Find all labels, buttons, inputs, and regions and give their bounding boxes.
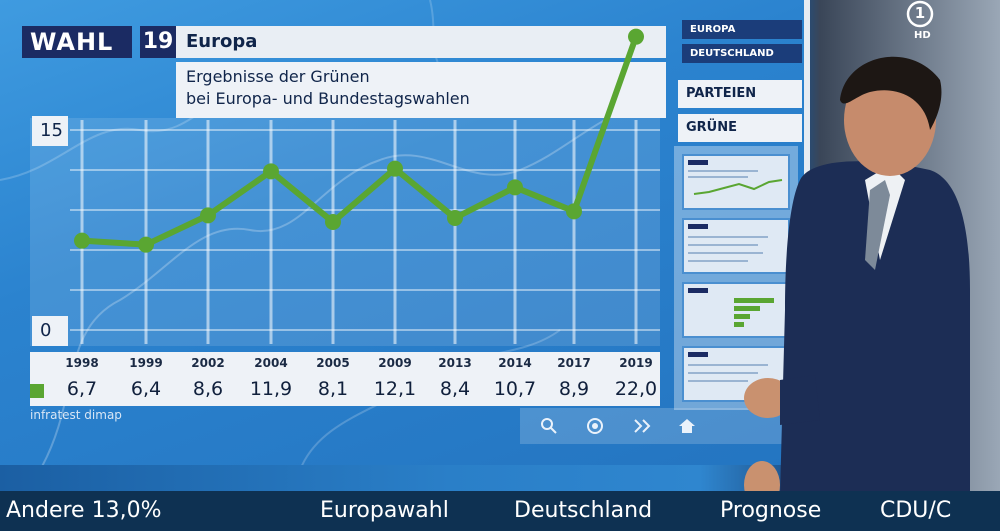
thumbnail-text-list[interactable] [682, 218, 790, 274]
data-label-2004: 11,9 [249, 378, 293, 400]
x-tick-label-1998: 1998 [65, 356, 99, 370]
x-tick-label-2019: 2019 [619, 356, 653, 370]
data-label-2017: 8,9 [558, 378, 590, 400]
ticker-item: Deutschland [514, 498, 653, 523]
forward-icon[interactable] [630, 414, 656, 438]
search-icon[interactable] [536, 414, 562, 438]
button-gruene[interactable]: GRÜNE [678, 114, 802, 142]
target-icon[interactable] [582, 414, 608, 438]
ticker-item: Andere 13,0% [6, 498, 162, 523]
data-label-2014: 10,7 [493, 378, 537, 400]
chart-plot-area [30, 118, 660, 346]
value-table [30, 352, 660, 406]
source-credit: infratest dimap [30, 408, 122, 422]
hd-badge: HD [914, 30, 931, 41]
x-tick-label-1999: 1999 [129, 356, 163, 370]
x-tick-label-2017: 2017 [557, 356, 591, 370]
broadcaster-logo [906, 0, 934, 28]
data-label-1998: 6,7 [66, 378, 98, 400]
tab-deutschland[interactable]: DEUTSCHLAND [682, 44, 802, 63]
home-icon[interactable] [674, 414, 700, 438]
x-tick-label-2014: 2014 [498, 356, 532, 370]
wahl-logo-number: 19 [140, 26, 176, 58]
x-tick-label-2005: 2005 [316, 356, 350, 370]
chart-title: Ergebnisse der Grünen bei Europa- und Bu… [176, 62, 666, 118]
data-label-2002: 8,6 [192, 378, 224, 400]
data-label-2019: 22,0 [614, 378, 658, 400]
data-label-2013: 8,4 [439, 378, 471, 400]
ticker-item: CDU/C [880, 498, 952, 523]
news-ticker: Andere 13,0% Europawahl Deutschland Prog… [0, 491, 1000, 531]
x-tick-label-2002: 2002 [191, 356, 225, 370]
presenter [744, 56, 970, 495]
button-parteien[interactable]: PARTEIEN [678, 80, 802, 108]
data-label-2005: 8,1 [317, 378, 349, 400]
wahl-logo: WAHL [22, 26, 132, 58]
data-label-1999: 6,4 [130, 378, 162, 400]
ticker-item: Prognose [720, 498, 822, 523]
x-tick-label-2009: 2009 [378, 356, 412, 370]
ticker-item: Europawahl [320, 498, 449, 523]
topic-title: Europa [176, 26, 666, 58]
tab-europa[interactable]: EUROPA [682, 20, 802, 39]
x-tick-label-2013: 2013 [438, 356, 472, 370]
legend-swatch-gruene [30, 384, 44, 398]
data-label-2009: 12,1 [373, 378, 417, 400]
broadcaster-logo-text: 1 [914, 4, 926, 22]
thumbnail-line-chart[interactable] [682, 154, 790, 210]
x-tick-label-2004: 2004 [254, 356, 288, 370]
chart-title-line-2: bei Europa- und Bundestagswahlen [186, 89, 470, 108]
y-tick-label-15: 15 [32, 116, 68, 146]
y-tick-label-0: 0 [32, 316, 68, 346]
chart-title-line-1: Ergebnisse der Grünen [186, 67, 370, 86]
